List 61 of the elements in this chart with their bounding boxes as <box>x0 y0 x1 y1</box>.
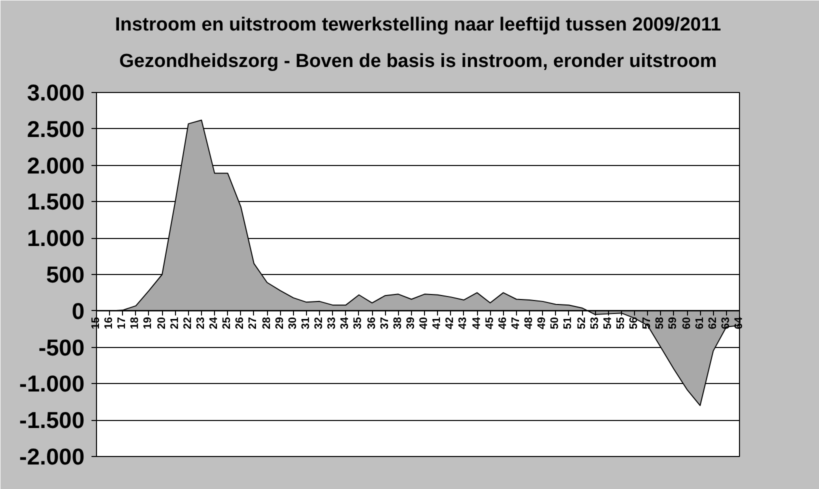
x-tick-label: 40 <box>418 317 430 330</box>
x-tick-label: 60 <box>680 317 692 330</box>
x-tick-label: 20 <box>156 317 168 330</box>
y-tick-label: 3.000 <box>26 80 85 106</box>
y-tick-label: -1.000 <box>19 370 85 397</box>
x-tick-label: 17 <box>116 317 128 330</box>
x-tick-label: 63 <box>720 317 732 330</box>
x-tick-label: 21 <box>168 317 181 330</box>
x-tick-label: 24 <box>208 317 220 330</box>
x-tick-label: 28 <box>260 317 273 330</box>
x-tick-label: 53 <box>588 317 601 330</box>
y-tick-label: -500 <box>38 334 85 360</box>
x-tick-label: 25 <box>221 317 234 330</box>
x-tick-label: 27 <box>247 317 260 330</box>
x-tick-label: 16 <box>103 317 116 330</box>
x-tick-label: 29 <box>274 317 286 330</box>
y-tick-label: 1.500 <box>26 188 85 215</box>
x-tick-label: 57 <box>641 317 654 330</box>
x-tick-label: 35 <box>352 317 364 330</box>
x-tick-label: 54 <box>602 317 614 330</box>
y-tick-label: 0 <box>72 298 85 324</box>
x-tick-label: 19 <box>142 317 154 330</box>
x-tick-label: 22 <box>182 317 194 330</box>
x-tick-label: 26 <box>234 317 246 330</box>
x-tick-label: 56 <box>628 317 640 330</box>
x-tick-label: 37 <box>378 317 391 330</box>
y-tick-label: -2.000 <box>19 444 85 470</box>
x-tick-label: 43 <box>457 317 470 330</box>
y-tick-label: 500 <box>46 262 84 288</box>
x-tick-label: 41 <box>431 317 444 330</box>
x-tick-label: 62 <box>706 317 719 330</box>
x-tick-label: 38 <box>392 317 404 330</box>
y-tick-label: 2.000 <box>26 152 85 178</box>
x-tick-label: 34 <box>339 317 352 330</box>
x-tick-label: 48 <box>523 317 536 330</box>
x-tick-label: 61 <box>694 317 706 330</box>
x-tick-label: 45 <box>484 317 496 330</box>
y-tick-label: -1.500 <box>19 407 85 434</box>
x-tick-label: 58 <box>654 317 666 330</box>
x-tick-label: 49 <box>536 317 548 330</box>
x-tick-label: 33 <box>326 317 338 330</box>
x-tick-label: 47 <box>510 317 522 330</box>
x-tick-label: 51 <box>562 317 574 330</box>
x-tick-label: 36 <box>366 317 378 330</box>
y-tick-label: 2.500 <box>26 116 85 142</box>
x-tick-label: 50 <box>549 317 562 330</box>
x-tick-label: 42 <box>444 317 456 330</box>
x-tick-label: 46 <box>496 317 509 330</box>
x-tick-label: 39 <box>404 317 417 330</box>
y-tick-label: 1.000 <box>26 225 85 252</box>
x-tick-label: 30 <box>286 317 299 330</box>
chart-subtitle: Gezondheidszorg - Boven de basis is instroom, eronder uitstroom <box>119 51 717 72</box>
x-tick-label: 23 <box>194 317 207 330</box>
x-tick-label: 52 <box>576 317 588 330</box>
chart-title: Instroom en uitstroom tewerkstelling naar leeftijd tussen 2009/2011 <box>114 14 722 36</box>
x-tick-label: 55 <box>614 317 627 330</box>
x-tick-label: 59 <box>667 317 680 330</box>
x-tick-label: 32 <box>313 317 326 330</box>
x-tick-label: 31 <box>300 317 312 330</box>
x-tick-label: 18 <box>129 317 142 330</box>
x-tick-label: 44 <box>470 317 483 330</box>
